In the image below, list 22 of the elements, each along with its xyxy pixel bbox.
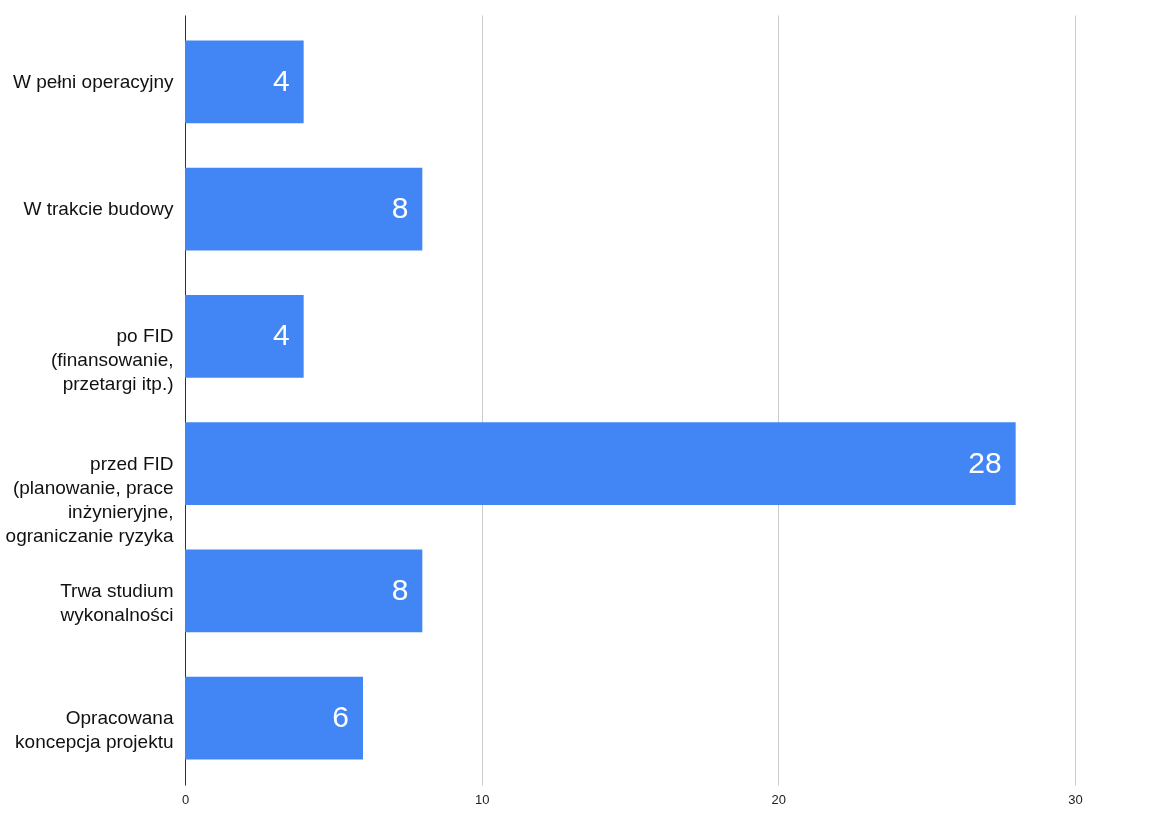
y-tick-label: Trwa studium wykonalności <box>59 579 174 625</box>
bar <box>185 549 423 633</box>
data-label: 4 <box>272 63 290 97</box>
x-tick-label: 10 <box>474 791 490 807</box>
data-label: 28 <box>968 445 1002 479</box>
y-tick-label: W trakcie budowy <box>23 198 174 220</box>
y-tick-label: Opracowana koncepcja projektu <box>15 707 174 753</box>
data-label: 8 <box>391 572 409 606</box>
y-tick-label: po FID (finansowanie, przetargi itp.) <box>50 325 174 395</box>
data-label: 4 <box>272 318 290 352</box>
bar <box>185 676 363 760</box>
data-label: 8 <box>391 191 409 225</box>
y-tick-label: W pełni operacyjny <box>12 70 174 92</box>
bar <box>185 422 1016 505</box>
bar <box>185 40 304 124</box>
x-tick-label: 30 <box>1068 791 1083 807</box>
bar <box>185 167 423 251</box>
y-tick-label: przed FID (planowanie, prace inżynieryjne, ograniczanie ryzyka <box>5 452 174 546</box>
x-tick-label: 20 <box>771 791 787 807</box>
x-tick-label: 0 <box>181 791 190 807</box>
bar <box>185 295 304 378</box>
data-label: 6 <box>332 700 349 734</box>
